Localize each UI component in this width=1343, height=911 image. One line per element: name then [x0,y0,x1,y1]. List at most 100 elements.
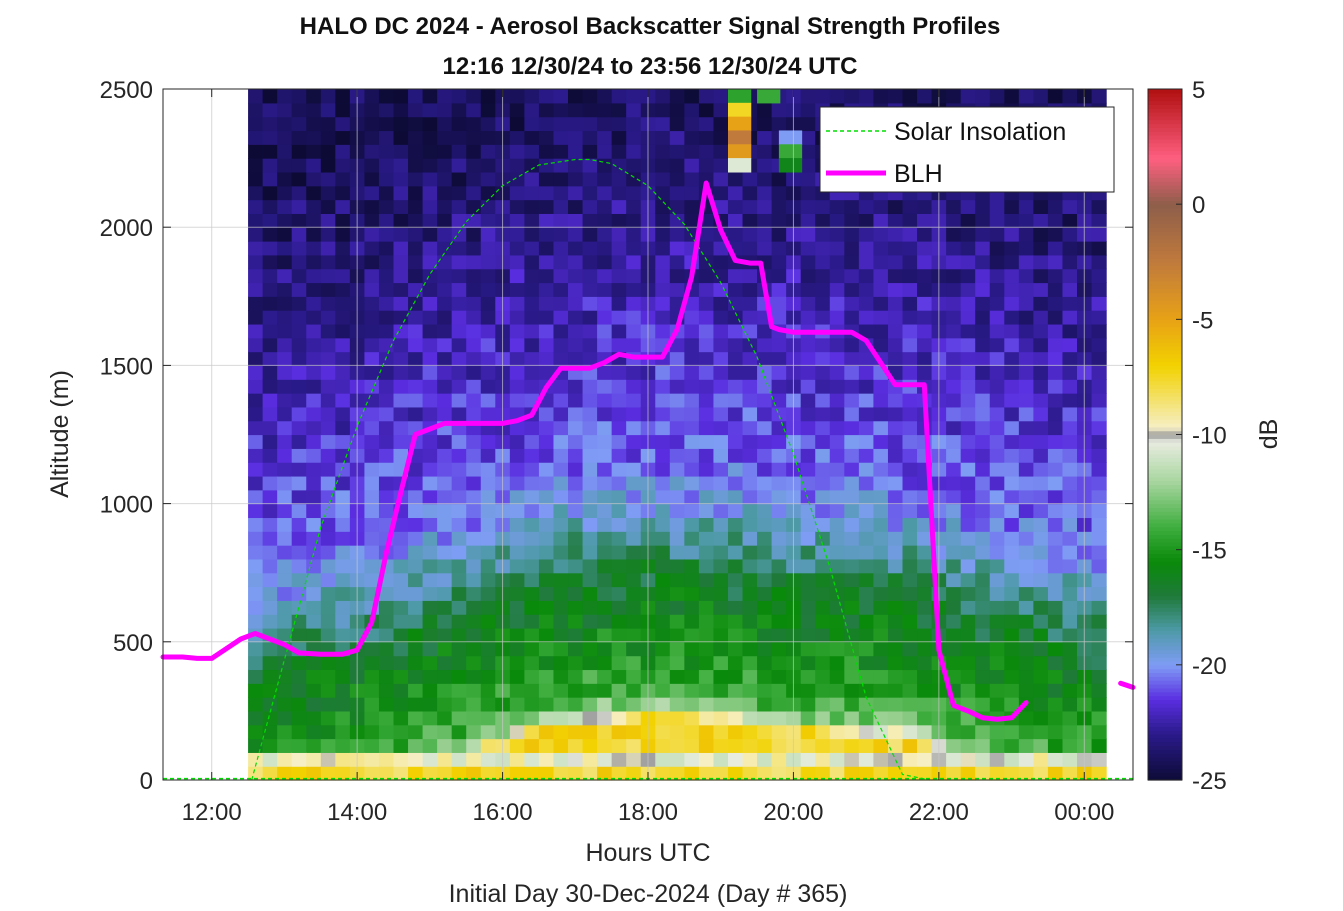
heatmap-cell [393,531,409,546]
heatmap-cell [1004,683,1020,698]
heatmap-cell [1004,268,1020,284]
colorbar-segment [1148,330,1182,336]
heatmap-cell [800,572,816,588]
heatmap-cell [480,434,496,449]
heatmap-cell [713,600,729,615]
heatmap-cell [335,199,351,214]
heatmap-cell [611,724,627,740]
heatmap-cell [306,241,322,256]
colorbar-segment [1148,764,1182,770]
heatmap-cell [655,531,671,546]
heatmap-cell [1047,572,1064,588]
colorbar-segment [1148,691,1182,697]
heatmap-cell [509,517,525,532]
heatmap-cell [1018,710,1034,726]
heatmap-cell [844,558,860,574]
colorbar-segment [1148,384,1182,390]
heatmap-cell [844,655,860,671]
heatmap-cell [989,545,1005,560]
heatmap-cell [262,379,278,394]
heatmap-cell [844,517,860,532]
heatmap-cell [277,655,293,671]
heatmap-cell [989,697,1005,712]
heatmap-cell [597,503,613,519]
heatmap-cell [960,310,976,325]
heatmap-cell [1004,241,1020,256]
heatmap-cell [320,296,336,311]
heatmap-cell [1091,393,1107,408]
heatmap-cell [306,323,322,339]
heatmap-cell [917,572,933,588]
heatmap-cell [582,102,598,118]
heatmap-cell [291,531,307,546]
heatmap-cell [989,641,1005,657]
heatmap-cell [887,351,904,366]
heatmap-cell [989,448,1005,463]
heatmap-cell [655,572,671,588]
colorbar-segment [1148,211,1182,217]
heatmap-cell [582,310,598,325]
heatmap-cell [538,199,555,214]
heatmap-cell [364,268,380,284]
heatmap-cell [378,337,395,353]
colorbar-segment [1148,756,1182,762]
heatmap-cell [480,531,496,546]
heatmap-cell [698,434,715,449]
heatmap-cell [393,89,409,104]
heatmap-cell [698,268,715,284]
heatmap-cell [437,517,453,532]
heatmap-cell [975,310,991,325]
heatmap-cell [727,116,752,132]
heatmap-cell [873,586,889,601]
heatmap-cell [757,393,773,408]
heatmap-cell [1004,669,1020,684]
heatmap-cell [626,241,642,256]
heatmap-cell [1004,213,1020,228]
heatmap-cell [858,448,875,463]
heatmap-cell [582,89,598,104]
colorbar-segment [1148,204,1182,209]
heatmap-cell [829,406,845,422]
heatmap-cell [582,545,598,560]
heatmap-cell [742,503,758,519]
heatmap-cell [626,655,642,671]
heatmap-cell [917,627,933,643]
colorbar-segment [1148,292,1182,297]
heatmap-cell [291,420,307,436]
heatmap-cell [480,116,496,132]
heatmap-cell [858,710,875,726]
heatmap-cell [422,282,438,297]
heatmap-cell [655,655,671,671]
heatmap-cell [597,517,613,532]
heatmap-cell [437,116,453,132]
heatmap-cell [306,171,322,187]
heatmap-cell [437,641,453,657]
heatmap-cell [684,199,700,214]
heatmap-cell [1004,586,1020,601]
heatmap-cell [364,517,380,532]
heatmap-cell [277,116,293,132]
heatmap-cell [437,434,453,449]
heatmap-cell [626,614,642,629]
heatmap-cell [1033,241,1049,256]
heatmap-cell [757,683,773,698]
heatmap-cell [975,572,991,588]
heatmap-cell [684,710,700,726]
heatmap-cell [248,158,264,173]
heatmap-cell [480,185,496,201]
heatmap-cell [568,323,584,339]
heatmap-cell [422,268,438,284]
heatmap-cell [727,393,744,408]
heatmap-cell [422,102,438,118]
heatmap-cell [946,641,962,657]
heatmap-cell [742,199,758,214]
heatmap-cell [553,171,569,187]
heatmap-cell [844,434,860,449]
heatmap-cell [262,489,278,505]
heatmap-cell [393,448,409,463]
heatmap-cell [757,614,773,629]
heatmap-cell [248,545,264,560]
heatmap-cell [684,448,700,463]
heatmap-cell [306,586,322,601]
heatmap-cell [1033,351,1049,366]
